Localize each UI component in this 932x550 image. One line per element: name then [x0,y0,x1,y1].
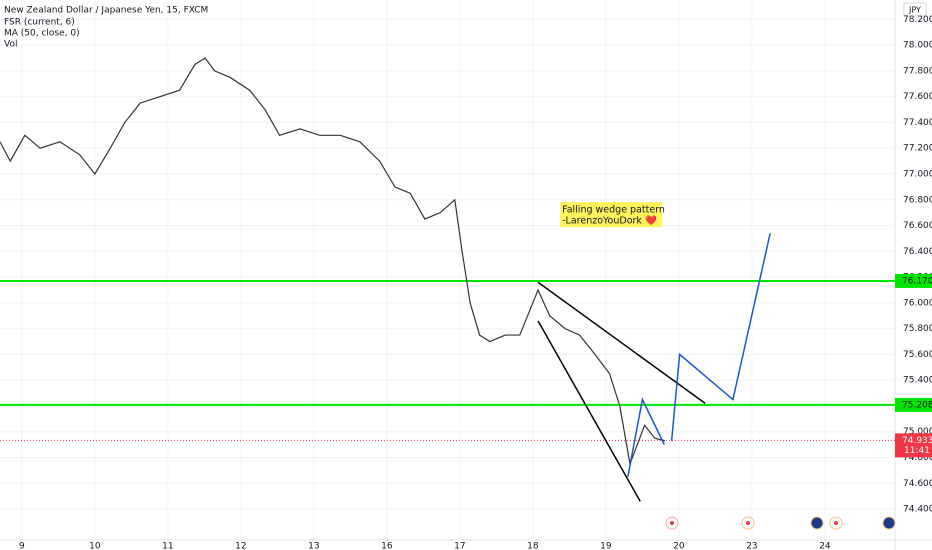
x-tick-label: 18 [527,542,539,550]
y-tick-label: 78.000 [903,41,932,51]
x-tick-label: 9 [19,542,25,550]
event-icon[interactable] [810,516,824,530]
indicator: FSR (current, 6) [4,18,75,28]
annotation-box [560,202,663,228]
y-tick-label: 75.600 [903,350,932,360]
event-icon-dot [746,521,750,525]
x-tick-label: 13 [308,542,319,550]
event-icon-dot [834,521,838,525]
indicator: MA (50, close, 0) [4,29,80,39]
chart-title: New Zealand Dollar / Japanese Yen, 15, F… [4,6,208,16]
y-tick-label: 77.000 [903,169,932,179]
price-line [670,233,771,441]
y-tick-label: 74.600 [903,479,932,489]
level-tag [895,273,932,288]
x-tick-label: 16 [381,542,393,550]
level-label: 76.170 [902,276,932,286]
event-icon-dot [670,521,674,525]
y-tick-label: 75.000 [903,427,932,437]
y-tick-label: 78.200 [903,15,932,25]
price-line [0,57,666,467]
y-tick-label: 77.200 [903,144,932,154]
currency[interactable]: JPY [908,6,921,15]
y-tick-label: 74.800 [903,453,932,463]
y-tick-label: 77.800 [903,66,932,76]
indicator: Vol [4,40,17,50]
price-line [627,397,665,477]
x-tick-label: 24 [819,542,831,550]
y-tick-label: 76.400 [903,247,932,257]
y-tick-label: 76.000 [903,298,932,308]
x-tick-label: 12 [235,542,246,550]
y-tick-label: 76.800 [903,195,932,205]
x-tick-label: 11 [162,542,173,550]
event-icons [665,516,896,530]
x-tick-label: 17 [454,542,465,550]
annotation-text: Falling wedge pattern [562,205,665,216]
x-tick-label: 19 [600,542,612,550]
level-label: 75.208 [902,400,932,410]
y-tick-label: 75.400 [903,376,932,386]
event-icon[interactable] [882,516,896,530]
y-tick-label: 77.600 [903,92,932,102]
currency-box[interactable] [903,2,927,17]
y-tick-label: 74.400 [903,505,932,515]
level-tag [895,397,932,412]
price-line [537,320,641,502]
current-price-time: 11:41 [904,446,930,456]
x-tick-label: 23 [746,542,757,550]
x-tick-label: 20 [673,542,685,550]
y-tick-label: 76.600 [903,221,932,231]
y-tick-label: 77.400 [903,118,932,128]
x-tick-label: 10 [89,542,101,550]
current-price-tag [895,433,932,458]
current-price-label: 74.933 [902,436,932,446]
y-tick-label: 75.800 [903,324,932,334]
annotation-text: -LarenzoYouDork ❤️ [562,215,657,227]
